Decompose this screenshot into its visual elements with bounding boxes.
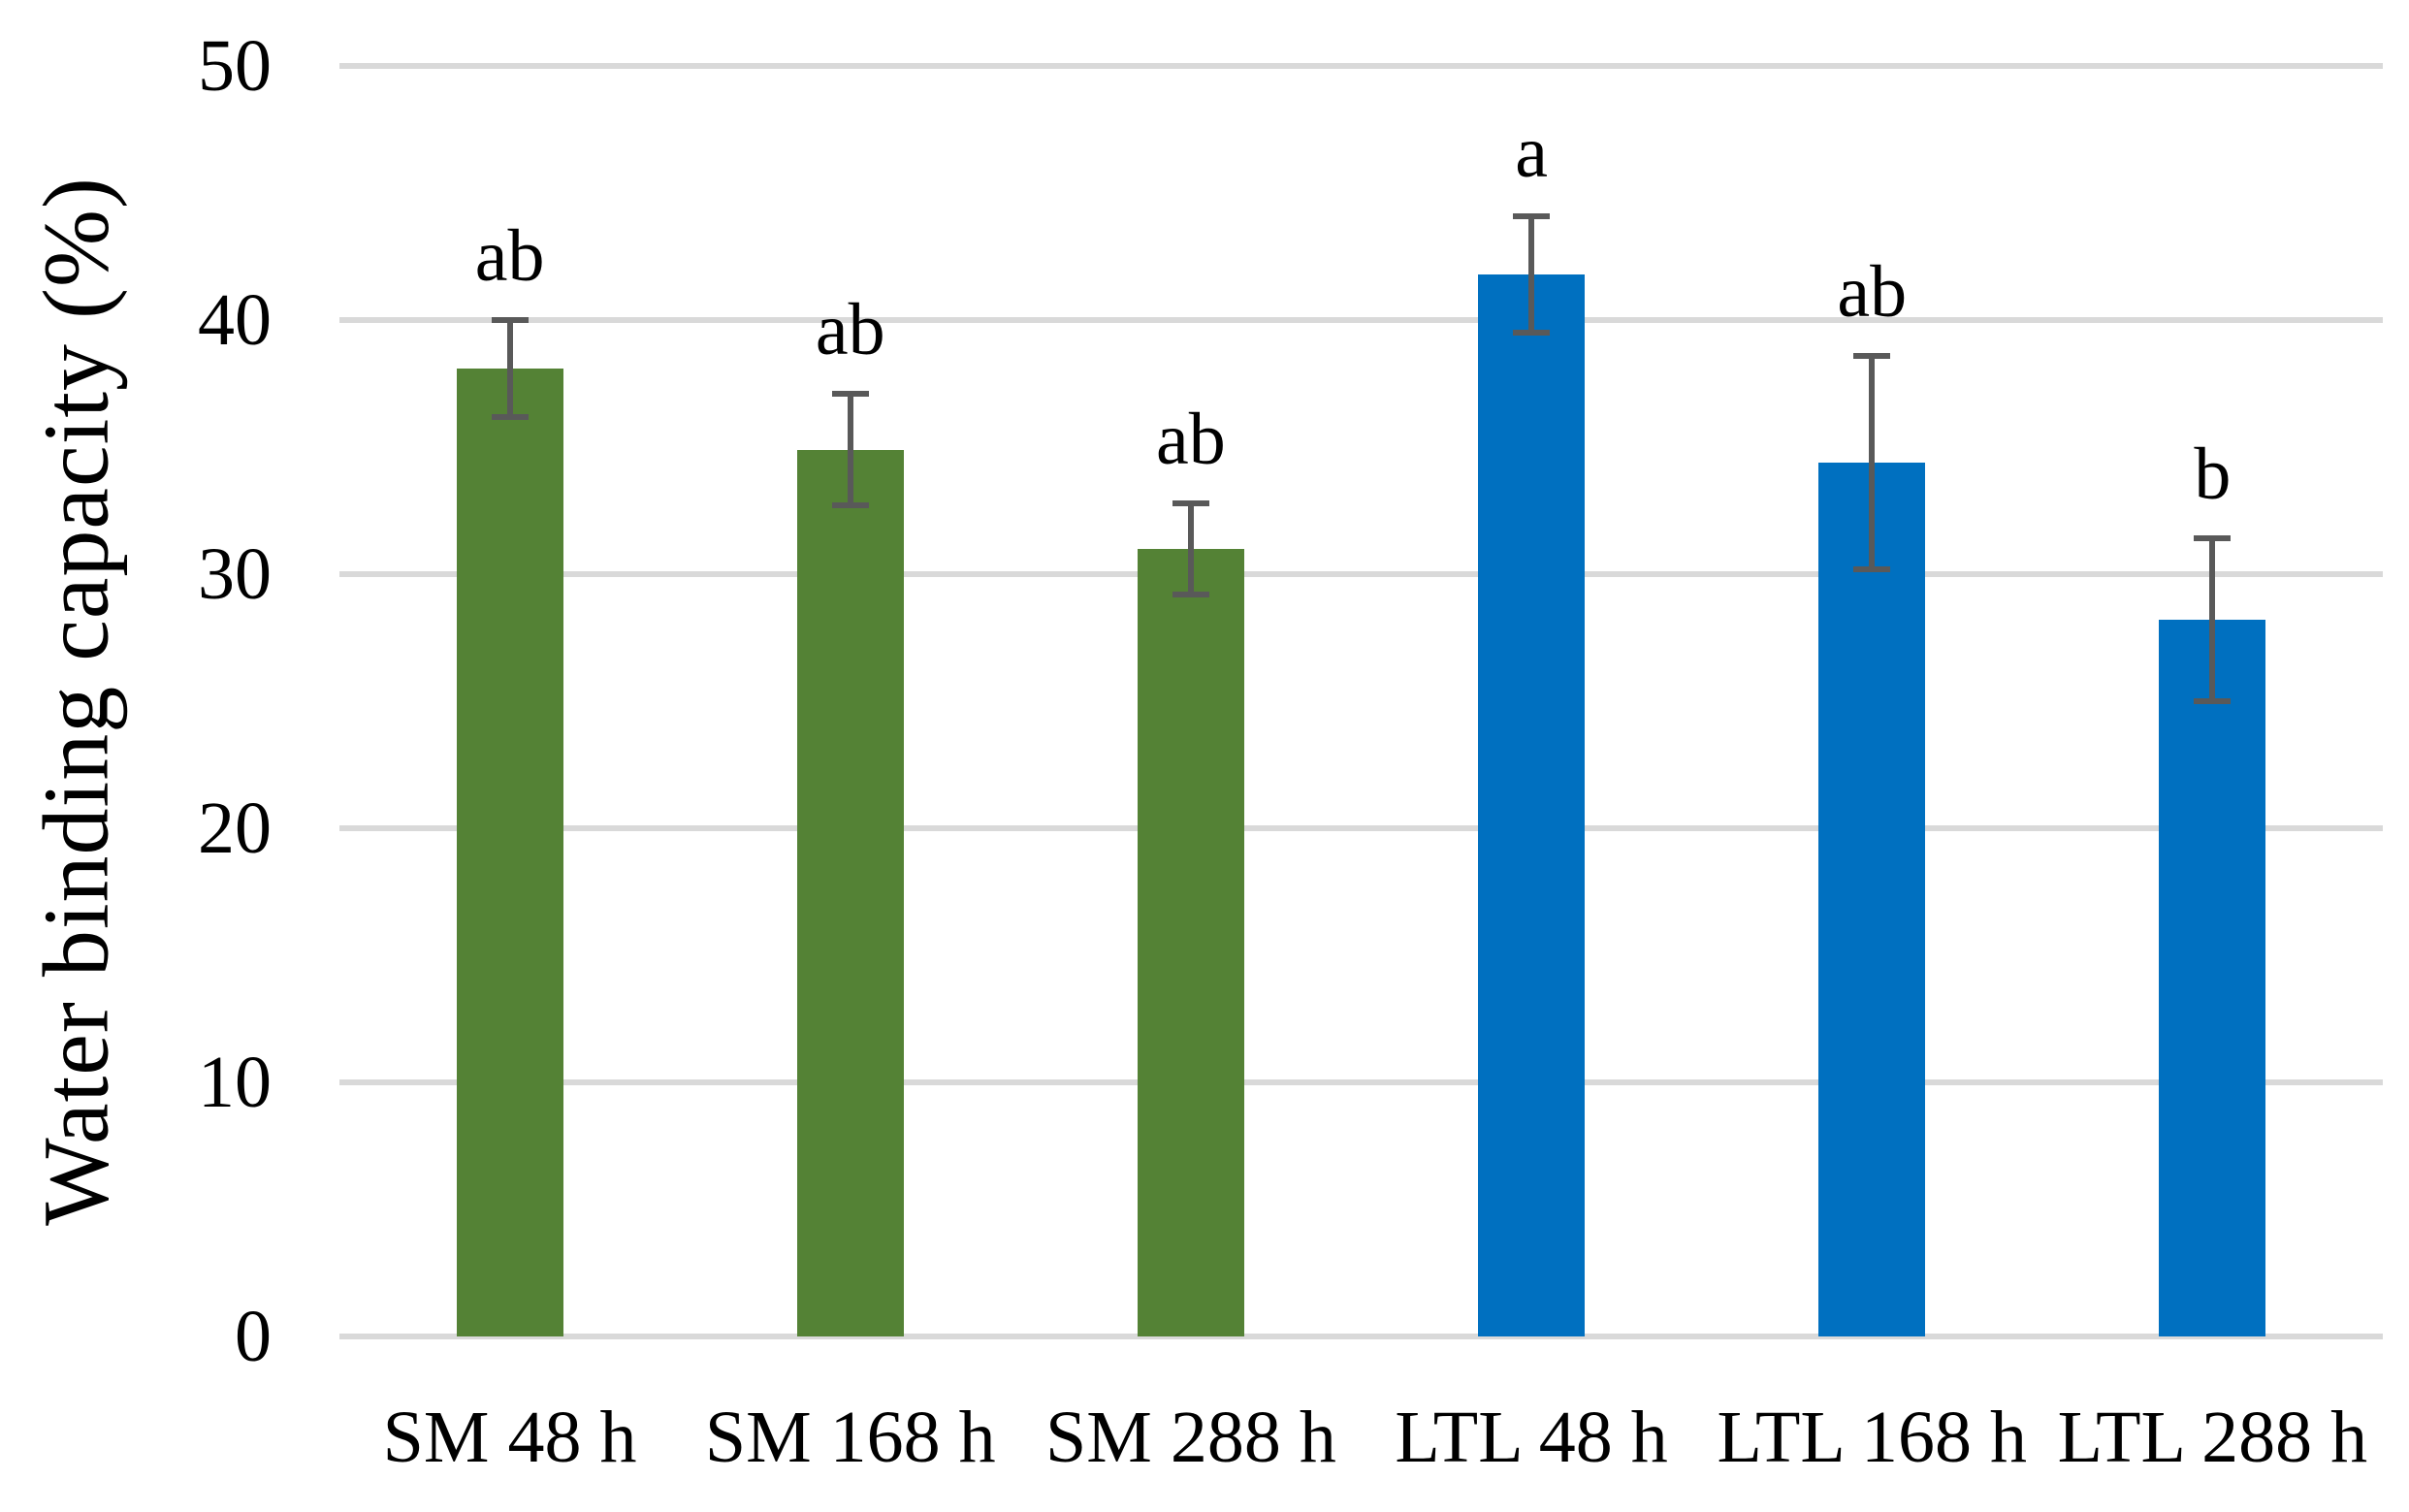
gridline-10: [339, 1079, 2383, 1085]
y-tick-label-30: 30: [198, 533, 272, 615]
error-cap-bottom-sm-48-h: [491, 413, 529, 420]
y-tick-label-20: 20: [198, 788, 272, 869]
error-cap-top-sm-288-h: [1172, 499, 1209, 506]
error-bar-sm-288-h: [1187, 502, 1194, 595]
x-axis-label-ltl-288-h: LTL 288 h: [2057, 1397, 2368, 1478]
bar-sm-288-h: [1137, 548, 1244, 1336]
x-axis-label-sm-168-h: SM 168 h: [704, 1397, 996, 1478]
bar-ltl-168-h: [1818, 462, 1926, 1336]
error-cap-bottom-ltl-288-h: [2194, 698, 2232, 704]
error-cap-bottom-ltl-48-h: [1513, 330, 1551, 337]
y-tick-label-10: 10: [198, 1042, 272, 1123]
error-bar-sm-48-h: [506, 320, 513, 417]
x-axis-label-sm-48-h: SM 48 h: [382, 1397, 637, 1478]
x-axis-label-sm-288-h: SM 288 h: [1044, 1397, 1336, 1478]
error-bar-ltl-168-h: [1869, 355, 1876, 569]
error-cap-top-ltl-48-h: [1513, 212, 1551, 219]
significance-letter-sm-168-h: ab: [815, 288, 885, 370]
significance-letter-ltl-288-h: b: [2194, 434, 2232, 516]
plot-area: 0 10 20 30 40 50 ab SM 48 h ab SM 168 h ab SM 288 h…: [198, 29, 2383, 1474]
significance-letter-ltl-48-h: a: [1515, 111, 1548, 193]
y-tick-label-50: 50: [198, 25, 272, 107]
error-cap-bottom-sm-288-h: [1172, 591, 1209, 597]
significance-letter-ltl-168-h: ab: [1837, 250, 1908, 333]
significance-letter-sm-288-h: ab: [1156, 398, 1226, 480]
error-cap-bottom-sm-168-h: [831, 502, 869, 509]
error-cap-top-ltl-168-h: [1853, 352, 1891, 359]
x-axis-label-ltl-168-h: LTL 168 h: [1717, 1397, 2027, 1478]
error-bar-ltl-288-h: [2209, 538, 2216, 701]
gridline-0: [339, 1334, 2383, 1339]
error-cap-top-sm-48-h: [491, 317, 529, 323]
error-cap-top-sm-168-h: [831, 390, 869, 397]
y-tick-label-0: 0: [235, 1296, 272, 1377]
bar-sm-48-h: [456, 368, 563, 1336]
gridline-50: [339, 63, 2383, 69]
bar-ltl-288-h: [2159, 620, 2266, 1336]
bar-sm-168-h: [796, 449, 904, 1336]
x-axis-label-ltl-48-h: LTL 48 h: [1395, 1397, 1668, 1478]
error-cap-top-ltl-288-h: [2194, 535, 2232, 542]
gridline-30: [339, 571, 2383, 577]
error-cap-bottom-ltl-168-h: [1853, 565, 1891, 572]
significance-letter-sm-48-h: ab: [474, 215, 545, 297]
error-bar-sm-168-h: [847, 394, 853, 506]
gridline-20: [339, 825, 2383, 831]
error-bar-ltl-48-h: [1528, 215, 1535, 334]
gridline-40: [339, 317, 2383, 323]
y-tick-label-40: 40: [198, 279, 272, 361]
bar-ltl-48-h: [1478, 273, 1586, 1336]
